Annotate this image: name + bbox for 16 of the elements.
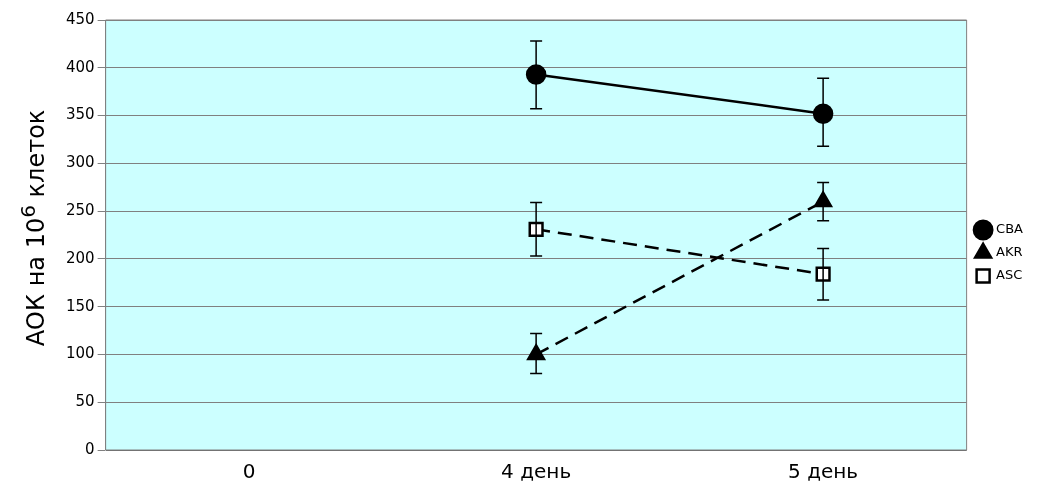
- y-tick-label: 300: [65, 153, 95, 172]
- y-tick-label: 50: [75, 392, 95, 411]
- y-tick-label: 100: [65, 344, 95, 363]
- legend-label: ASC: [996, 267, 1023, 283]
- y-tick-label: 350: [65, 105, 95, 124]
- y-tick-label: 400: [65, 57, 95, 76]
- x-tick-label: 4 день: [501, 459, 572, 484]
- y-tick-label: 250: [65, 201, 95, 219]
- y-tick-label: 0: [85, 439, 95, 458]
- x-tick-label: 5 день: [788, 459, 859, 484]
- y-tick-label: 150: [65, 296, 95, 315]
- legend-label: AKR: [996, 244, 1023, 260]
- y-tick-label: 200: [65, 248, 95, 267]
- legend-label: CBA: [996, 221, 1024, 237]
- x-tick-label: 0: [242, 459, 256, 484]
- y-tick-label: 450: [65, 9, 95, 28]
